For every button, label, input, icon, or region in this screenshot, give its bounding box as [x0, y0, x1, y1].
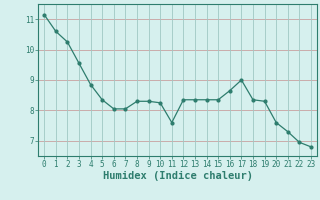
X-axis label: Humidex (Indice chaleur): Humidex (Indice chaleur): [103, 171, 252, 181]
